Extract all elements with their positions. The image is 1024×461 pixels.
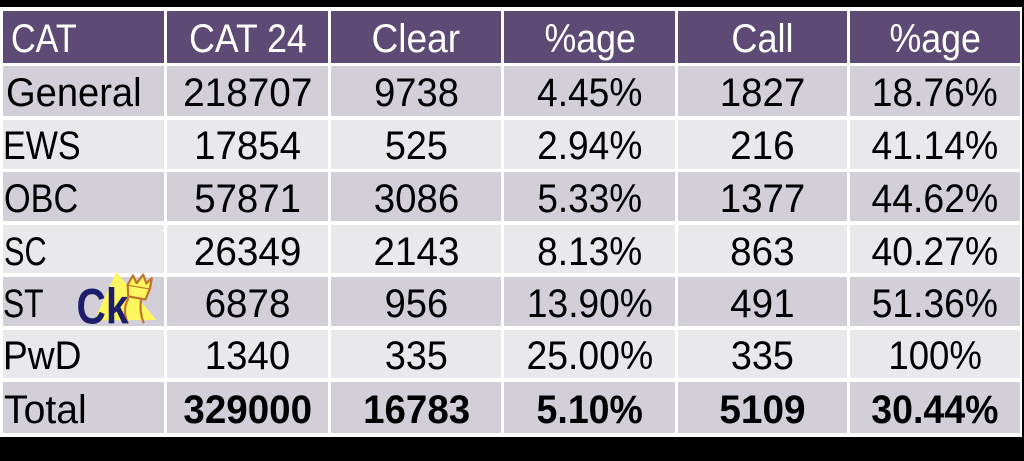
svg-text:Ck: Ck xyxy=(77,278,130,330)
